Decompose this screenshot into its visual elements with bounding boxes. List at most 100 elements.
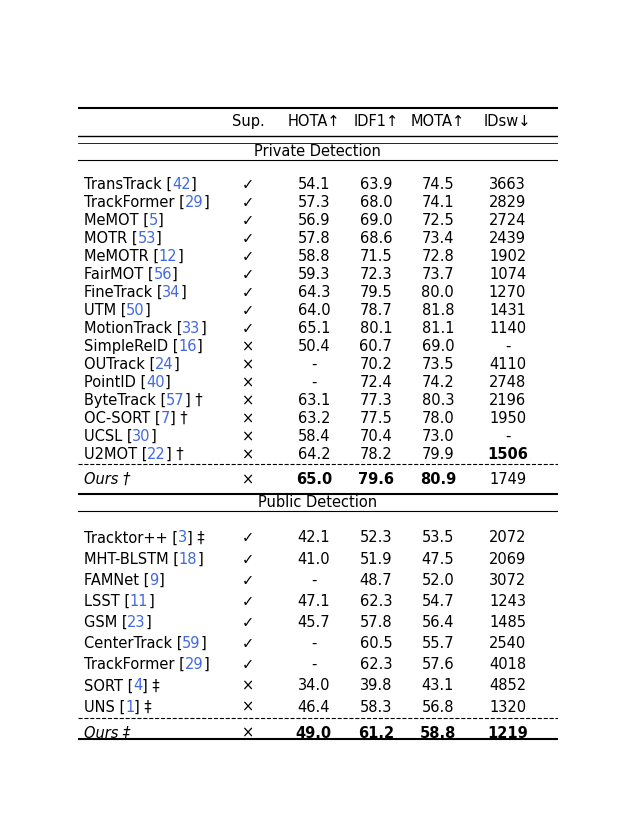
Text: 34.0: 34.0 — [298, 678, 330, 693]
Text: 63.2: 63.2 — [298, 411, 330, 426]
Text: 42.1: 42.1 — [298, 530, 330, 545]
Text: MHT-BLSTM [: MHT-BLSTM [ — [84, 551, 179, 566]
Text: 16: 16 — [178, 339, 197, 354]
Text: 1749: 1749 — [489, 472, 526, 487]
Text: 78.2: 78.2 — [360, 447, 392, 462]
Text: 48.7: 48.7 — [360, 573, 392, 588]
Text: 1: 1 — [125, 700, 134, 715]
Text: ]: ] — [156, 231, 161, 246]
Text: TransTrack [: TransTrack [ — [84, 177, 172, 192]
Text: 71.5: 71.5 — [360, 249, 392, 264]
Text: 81.1: 81.1 — [422, 321, 454, 336]
Text: 65.1: 65.1 — [298, 321, 330, 336]
Text: 3: 3 — [178, 530, 187, 545]
Text: ]: ] — [145, 303, 151, 318]
Text: 80.1: 80.1 — [360, 321, 392, 336]
Text: Ours †: Ours † — [84, 472, 130, 487]
Text: UNS [: UNS [ — [84, 700, 125, 715]
Text: ]: ] — [197, 551, 203, 566]
Text: 54.7: 54.7 — [422, 594, 454, 609]
Text: SimpleReID [: SimpleReID [ — [84, 339, 178, 354]
Text: 58.8: 58.8 — [298, 249, 330, 264]
Text: 45.7: 45.7 — [298, 615, 330, 630]
Text: ✓: ✓ — [242, 231, 254, 246]
Text: 50.4: 50.4 — [298, 339, 330, 354]
Text: 58.3: 58.3 — [360, 700, 392, 715]
Text: 2540: 2540 — [489, 636, 526, 651]
Text: 79.5: 79.5 — [360, 285, 392, 300]
Text: 73.4: 73.4 — [422, 231, 454, 246]
Text: ]: ] — [148, 594, 154, 609]
Text: 63.1: 63.1 — [298, 393, 330, 408]
Text: 73.5: 73.5 — [422, 357, 454, 372]
Text: ✓: ✓ — [242, 636, 254, 651]
Text: ]: ] — [172, 267, 177, 282]
Text: 52.3: 52.3 — [360, 530, 392, 545]
Text: 72.3: 72.3 — [360, 267, 392, 282]
Text: 64.2: 64.2 — [298, 447, 330, 462]
Text: ]: ] — [203, 195, 209, 210]
Text: MOTR [: MOTR [ — [84, 231, 137, 246]
Text: 1950: 1950 — [489, 411, 526, 426]
Text: 2439: 2439 — [489, 231, 526, 246]
Text: ] ‡: ] ‡ — [143, 678, 160, 693]
Text: 42: 42 — [172, 177, 190, 192]
Text: 1074: 1074 — [489, 267, 526, 282]
Text: 29: 29 — [185, 195, 203, 210]
Text: ✓: ✓ — [242, 573, 254, 588]
Text: ✓: ✓ — [242, 530, 254, 545]
Text: ×: × — [242, 726, 254, 741]
Text: ✓: ✓ — [242, 213, 254, 228]
Text: 4018: 4018 — [489, 657, 526, 672]
Text: 74.1: 74.1 — [422, 195, 454, 210]
Text: 61.2: 61.2 — [358, 726, 394, 741]
Text: 29: 29 — [185, 657, 203, 672]
Text: ✓: ✓ — [242, 594, 254, 609]
Text: 1902: 1902 — [489, 249, 526, 264]
Text: -: - — [505, 339, 510, 354]
Text: 43.1: 43.1 — [422, 678, 454, 693]
Text: ]: ] — [164, 375, 171, 390]
Text: -: - — [505, 429, 510, 444]
Text: ✓: ✓ — [242, 249, 254, 264]
Text: 59.3: 59.3 — [298, 267, 330, 282]
Text: ×: × — [242, 393, 254, 408]
Text: 60.5: 60.5 — [360, 636, 392, 651]
Text: -: - — [311, 357, 317, 372]
Text: Tracktor++ [: Tracktor++ [ — [84, 530, 178, 545]
Text: 1506: 1506 — [487, 447, 528, 462]
Text: 33: 33 — [182, 321, 200, 336]
Text: 22: 22 — [147, 447, 166, 462]
Text: TrackFormer [: TrackFormer [ — [84, 657, 185, 672]
Text: ]: ] — [203, 657, 209, 672]
Text: ]: ] — [158, 573, 164, 588]
Text: 51.9: 51.9 — [360, 551, 392, 566]
Text: U2MOT [: U2MOT [ — [84, 447, 147, 462]
Text: 53.5: 53.5 — [422, 530, 454, 545]
Text: MeMOTR [: MeMOTR [ — [84, 249, 159, 264]
Text: 56.9: 56.9 — [298, 213, 330, 228]
Text: 72.5: 72.5 — [422, 213, 454, 228]
Text: -: - — [311, 636, 317, 651]
Text: 1140: 1140 — [489, 321, 526, 336]
Text: 57: 57 — [166, 393, 185, 408]
Text: 58.8: 58.8 — [420, 726, 456, 741]
Text: 62.3: 62.3 — [360, 594, 392, 609]
Text: ✓: ✓ — [242, 195, 254, 210]
Text: 80.0: 80.0 — [422, 285, 454, 300]
Text: 46.4: 46.4 — [298, 700, 330, 715]
Text: 55.7: 55.7 — [422, 636, 454, 651]
Text: OC-SORT [: OC-SORT [ — [84, 411, 161, 426]
Text: 74.2: 74.2 — [422, 375, 454, 390]
Text: 18: 18 — [179, 551, 197, 566]
Text: 68.0: 68.0 — [360, 195, 392, 210]
Text: 73.7: 73.7 — [422, 267, 454, 282]
Text: ×: × — [242, 375, 254, 390]
Text: 56.8: 56.8 — [422, 700, 454, 715]
Text: ]: ] — [146, 615, 151, 630]
Text: 4852: 4852 — [489, 678, 526, 693]
Text: 2069: 2069 — [489, 551, 526, 566]
Text: 2072: 2072 — [489, 530, 526, 545]
Text: ]: ] — [201, 636, 206, 651]
Text: ]: ] — [197, 339, 203, 354]
